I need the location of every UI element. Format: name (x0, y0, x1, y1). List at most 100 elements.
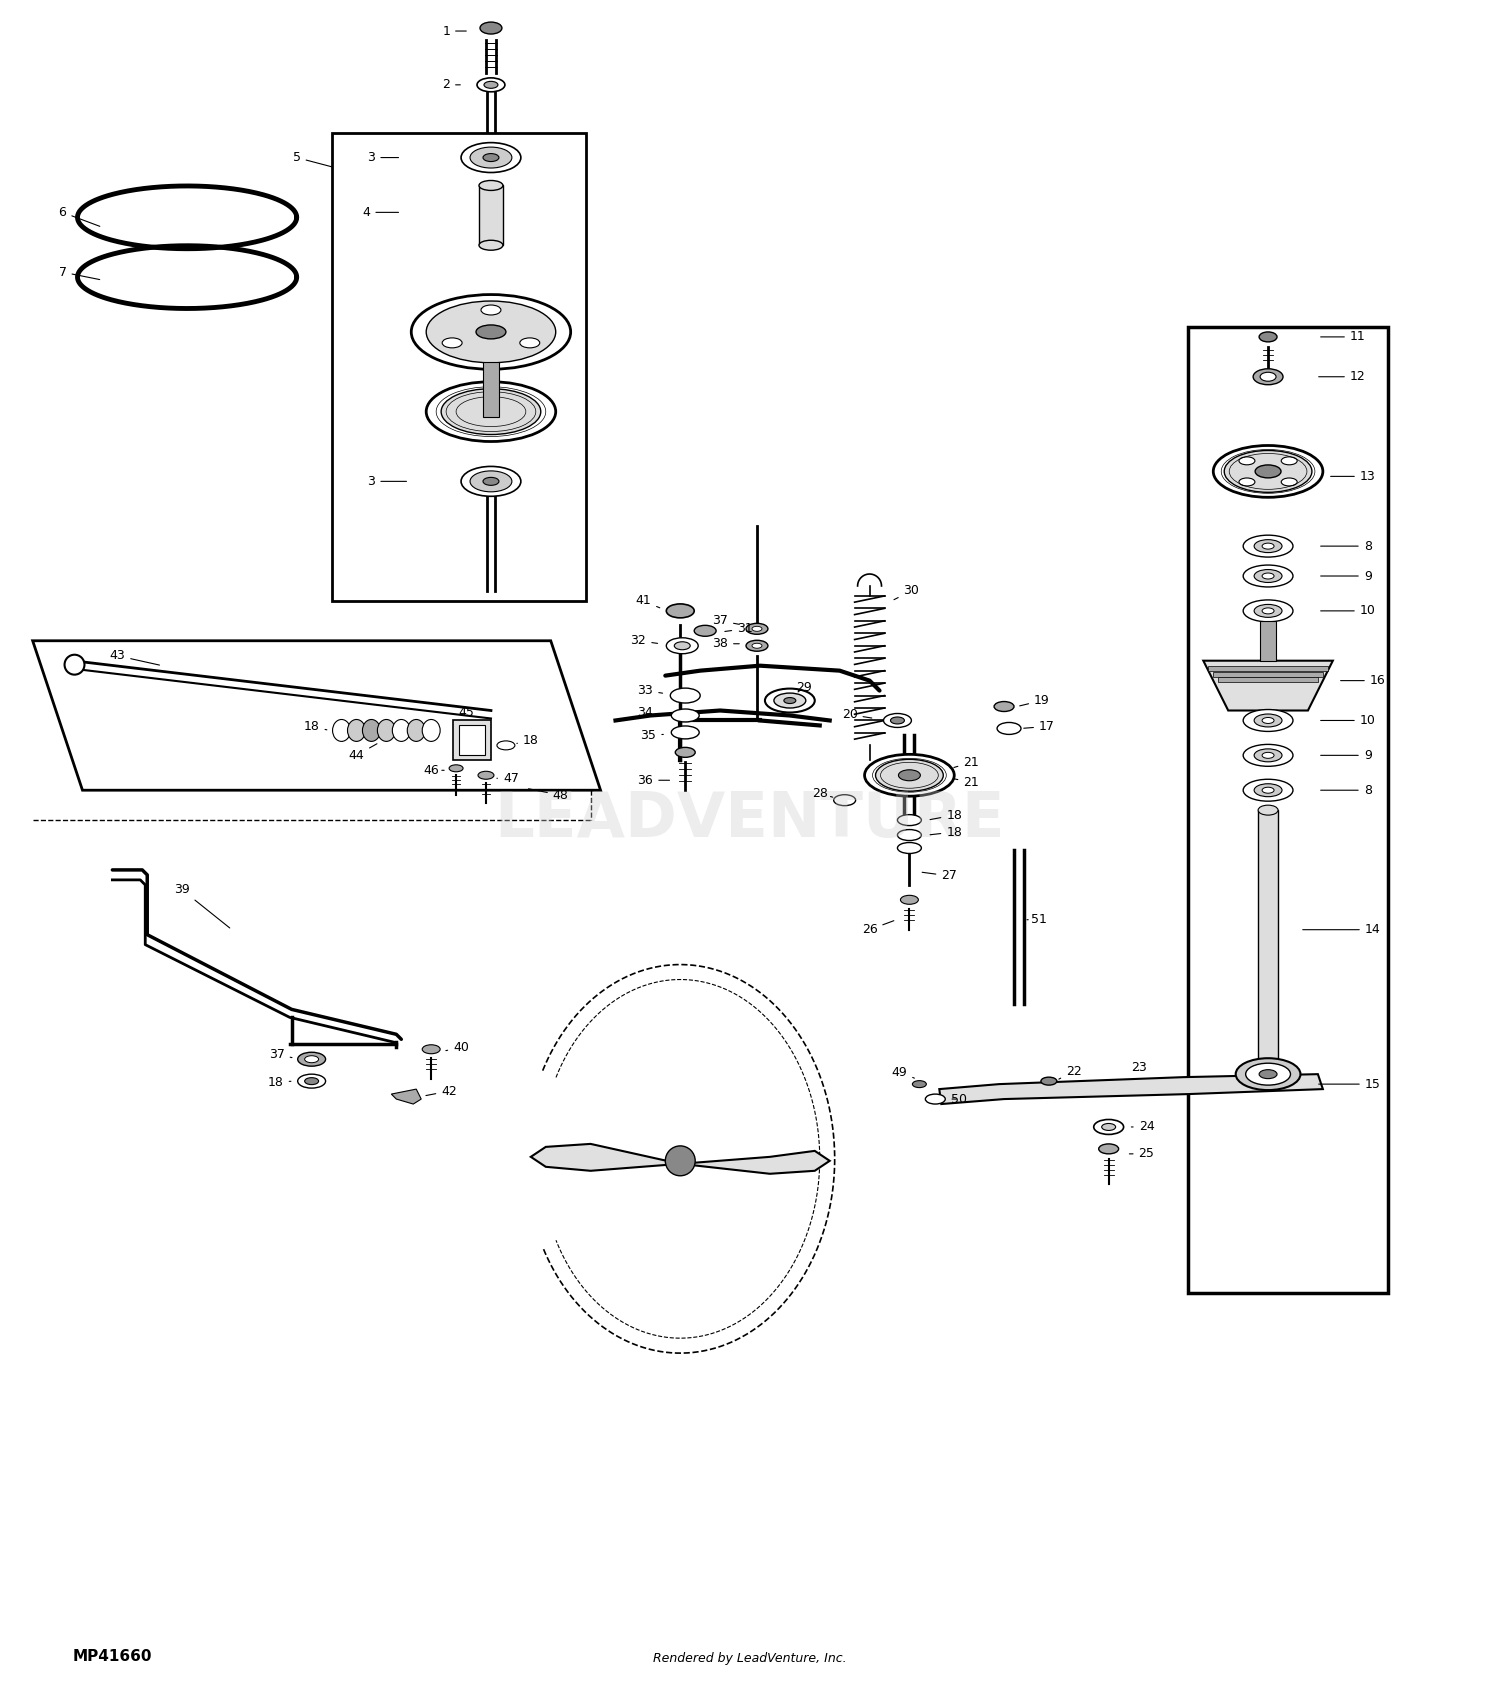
Ellipse shape (441, 388, 542, 434)
Ellipse shape (426, 381, 555, 441)
Text: 20: 20 (842, 709, 872, 720)
Ellipse shape (1254, 714, 1282, 727)
Ellipse shape (1262, 573, 1274, 580)
Ellipse shape (1244, 600, 1293, 622)
Ellipse shape (496, 741, 514, 749)
Text: 18: 18 (268, 1076, 291, 1088)
Ellipse shape (470, 471, 512, 492)
Polygon shape (1203, 661, 1334, 710)
Text: 34: 34 (638, 707, 663, 719)
Ellipse shape (1041, 1076, 1058, 1085)
Ellipse shape (1254, 749, 1282, 761)
Ellipse shape (520, 337, 540, 347)
Text: 11: 11 (1320, 331, 1365, 344)
Ellipse shape (666, 603, 694, 619)
Bar (483, 361, 500, 417)
Ellipse shape (1262, 609, 1274, 614)
Ellipse shape (1245, 1063, 1290, 1085)
Text: 48: 48 (528, 788, 568, 802)
Text: 18: 18 (303, 720, 327, 732)
Ellipse shape (1101, 1124, 1116, 1131)
Text: 18: 18 (518, 734, 538, 747)
Ellipse shape (477, 78, 506, 92)
Ellipse shape (752, 644, 762, 647)
Circle shape (666, 1146, 694, 1176)
Ellipse shape (448, 764, 464, 771)
Ellipse shape (1244, 710, 1293, 732)
Ellipse shape (666, 637, 698, 654)
Text: 38: 38 (712, 637, 740, 651)
Text: 2: 2 (442, 78, 460, 92)
Text: 47: 47 (496, 771, 519, 785)
Text: 4: 4 (363, 205, 399, 219)
Circle shape (64, 654, 84, 675)
Ellipse shape (1254, 783, 1282, 797)
Ellipse shape (442, 337, 462, 347)
Text: 22: 22 (1059, 1064, 1082, 1080)
Text: 45: 45 (458, 707, 474, 719)
Ellipse shape (1244, 744, 1293, 766)
Ellipse shape (898, 770, 921, 781)
Ellipse shape (1262, 542, 1274, 549)
Ellipse shape (1254, 605, 1282, 617)
Text: 9: 9 (1320, 570, 1371, 583)
Text: 18: 18 (930, 809, 962, 822)
Ellipse shape (1256, 464, 1281, 478)
Ellipse shape (746, 641, 768, 651)
Ellipse shape (926, 1093, 945, 1103)
Ellipse shape (482, 305, 501, 315)
Ellipse shape (393, 719, 411, 741)
Text: 16: 16 (1341, 675, 1386, 686)
Ellipse shape (834, 795, 855, 805)
Text: 12: 12 (1318, 370, 1365, 383)
Ellipse shape (411, 295, 570, 370)
Bar (1260, 620, 1276, 661)
Text: 5: 5 (292, 151, 332, 166)
Ellipse shape (1239, 478, 1256, 486)
Ellipse shape (1244, 564, 1293, 586)
Text: 10: 10 (1320, 714, 1376, 727)
Text: 44: 44 (348, 744, 376, 761)
Ellipse shape (784, 698, 796, 703)
Ellipse shape (884, 714, 912, 727)
Ellipse shape (483, 154, 500, 161)
Ellipse shape (363, 719, 381, 741)
Text: 1: 1 (442, 24, 466, 37)
Ellipse shape (304, 1078, 318, 1085)
Bar (332, 132, 585, 602)
Text: 29: 29 (796, 681, 812, 693)
Ellipse shape (478, 771, 494, 780)
Text: 8: 8 (1320, 539, 1371, 553)
Ellipse shape (900, 895, 918, 905)
Ellipse shape (378, 719, 396, 741)
Ellipse shape (876, 759, 944, 792)
Text: 23: 23 (1131, 1061, 1146, 1073)
Text: 40: 40 (446, 1041, 470, 1054)
Ellipse shape (476, 325, 506, 339)
Ellipse shape (675, 747, 694, 758)
Text: 41: 41 (636, 595, 660, 609)
Text: 37: 37 (268, 1048, 292, 1061)
Ellipse shape (422, 1044, 440, 1054)
Bar (478, 185, 502, 246)
Text: 26: 26 (861, 920, 894, 936)
Ellipse shape (1260, 373, 1276, 381)
Ellipse shape (1258, 1070, 1276, 1078)
Text: 36: 36 (638, 773, 669, 786)
Text: 21: 21 (954, 776, 980, 788)
Text: 51: 51 (1028, 914, 1047, 925)
Bar (1188, 327, 1388, 1293)
Text: 43: 43 (110, 649, 159, 664)
Polygon shape (1218, 678, 1318, 683)
Ellipse shape (1239, 458, 1256, 464)
Text: 35: 35 (640, 729, 663, 742)
Text: 31: 31 (724, 622, 753, 636)
Text: 19: 19 (1020, 693, 1050, 707)
Text: 42: 42 (426, 1085, 458, 1098)
Ellipse shape (478, 241, 502, 251)
Text: 7: 7 (58, 266, 99, 280)
Polygon shape (459, 725, 484, 756)
Ellipse shape (675, 642, 690, 649)
Ellipse shape (1224, 451, 1312, 492)
Text: 13: 13 (1330, 470, 1376, 483)
